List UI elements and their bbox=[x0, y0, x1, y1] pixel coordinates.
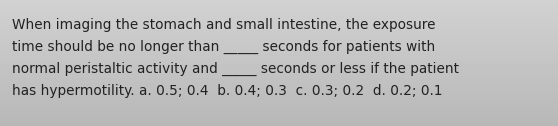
Text: has hypermotility. a. 0.5; 0.4  b. 0.4; 0.3  c. 0.3; 0.2  d. 0.2; 0.1: has hypermotility. a. 0.5; 0.4 b. 0.4; 0… bbox=[12, 84, 442, 98]
Text: normal peristaltic activity and _____ seconds or less if the patient: normal peristaltic activity and _____ se… bbox=[12, 62, 459, 76]
Text: When imaging the stomach and small intestine, the exposure: When imaging the stomach and small intes… bbox=[12, 18, 435, 32]
Text: time should be no longer than _____ seconds for patients with: time should be no longer than _____ seco… bbox=[12, 40, 435, 54]
